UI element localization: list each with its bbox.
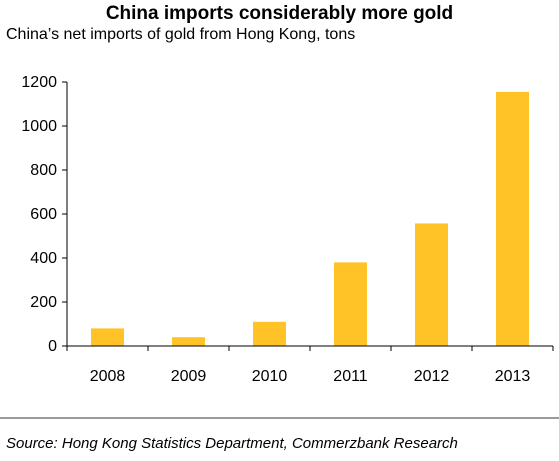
- x-tick-label: 2013: [495, 368, 531, 385]
- y-tick-label: 400: [30, 250, 57, 267]
- chart-title: China imports considerably more gold: [105, 3, 454, 24]
- bar-2011: [334, 262, 367, 346]
- y-tick-label: 1200: [21, 74, 57, 91]
- y-tick-label: 200: [30, 294, 57, 311]
- y-tick-label: 600: [30, 206, 57, 223]
- source-note: Source: Hong Kong Statistics Department,…: [6, 435, 458, 452]
- y-tick-label: 1000: [21, 118, 57, 135]
- bar-2009: [172, 337, 205, 346]
- chart-subtitle: China’s net imports of gold from Hong Ko…: [6, 26, 356, 43]
- bar-chart: 0 200 400 600 800 1000 1200 2008 2009 2010 2011 201…: [21, 74, 554, 385]
- x-tick-label: 2010: [252, 368, 288, 385]
- y-tick-label: 800: [30, 162, 57, 179]
- bar-2010: [253, 321, 286, 346]
- bar-2012: [415, 223, 448, 346]
- bar-2013: [496, 91, 529, 347]
- divider: [0, 417, 559, 419]
- x-tick-label: 2011: [333, 368, 368, 385]
- x-tick-label: 2012: [414, 368, 450, 385]
- bar-2008: [91, 328, 124, 346]
- y-tick-label: 0: [48, 338, 57, 355]
- x-tick-label: 2008: [90, 368, 126, 385]
- x-tick-label: 2009: [171, 368, 207, 385]
